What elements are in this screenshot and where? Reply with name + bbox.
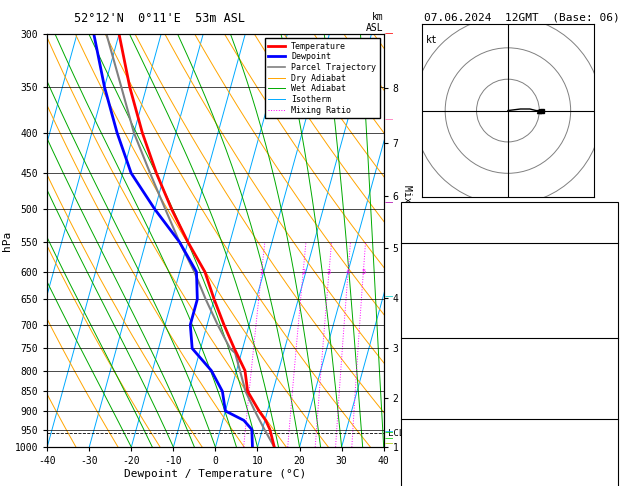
Text: θₑ(K): θₑ(K): [404, 285, 434, 295]
Text: 38: 38: [603, 448, 615, 458]
Text: 1.69: 1.69: [592, 230, 615, 241]
Text: StmSpd (kt): StmSpd (kt): [404, 475, 469, 486]
Text: 15: 15: [440, 269, 448, 275]
Text: —: —: [385, 434, 393, 443]
Text: 25: 25: [481, 269, 490, 275]
Text: —: —: [385, 115, 393, 124]
Text: —: —: [385, 427, 393, 436]
Text: 3: 3: [327, 269, 331, 275]
Text: Pressure (mb): Pressure (mb): [404, 353, 481, 363]
Text: 0: 0: [610, 407, 615, 417]
Text: 1012: 1012: [592, 353, 615, 363]
Text: 10: 10: [603, 203, 615, 213]
X-axis label: Dewpoint / Temperature (°C): Dewpoint / Temperature (°C): [125, 469, 306, 479]
Text: Lifted Index: Lifted Index: [404, 298, 475, 309]
Text: PW (cm): PW (cm): [404, 230, 445, 241]
Text: —: —: [385, 428, 393, 437]
Text: —: —: [385, 439, 393, 448]
Text: 6: 6: [610, 380, 615, 390]
Text: 36: 36: [603, 217, 615, 227]
Text: 41: 41: [603, 434, 615, 445]
Text: 2: 2: [301, 269, 305, 275]
Text: θₑ (K): θₑ (K): [404, 366, 440, 377]
Text: 14: 14: [603, 258, 615, 268]
Text: 20: 20: [463, 269, 472, 275]
Text: CAPE (J): CAPE (J): [404, 312, 452, 322]
Text: 305: 305: [598, 285, 615, 295]
Text: 5: 5: [361, 269, 365, 275]
Text: 305: 305: [598, 366, 615, 377]
Text: LCL: LCL: [388, 429, 404, 437]
Text: km
ASL: km ASL: [366, 12, 384, 33]
Text: —: —: [385, 30, 393, 38]
Text: CIN (J): CIN (J): [404, 326, 445, 336]
Text: EH: EH: [404, 434, 416, 445]
Text: kt: kt: [426, 35, 438, 45]
Text: CAPE (J): CAPE (J): [404, 394, 452, 404]
Text: 27: 27: [603, 475, 615, 486]
Text: 6: 6: [610, 298, 615, 309]
Text: Dewp (°C): Dewp (°C): [404, 271, 457, 281]
Text: © weatheronline.co.uk: © weatheronline.co.uk: [457, 471, 562, 480]
Text: 52°12'N  0°11'E  53m ASL: 52°12'N 0°11'E 53m ASL: [74, 12, 245, 25]
Text: 8: 8: [394, 269, 399, 275]
Y-axis label: hPa: hPa: [2, 230, 12, 251]
Legend: Temperature, Dewpoint, Parcel Trajectory, Dry Adiabat, Wet Adiabat, Isotherm, Mi: Temperature, Dewpoint, Parcel Trajectory…: [265, 38, 379, 118]
Text: SREH: SREH: [404, 448, 428, 458]
Text: Surface: Surface: [489, 244, 530, 254]
Text: StmDir: StmDir: [404, 462, 440, 472]
Text: Totals Totals: Totals Totals: [404, 217, 481, 227]
Text: 07.06.2024  12GMT  (Base: 06): 07.06.2024 12GMT (Base: 06): [424, 12, 620, 22]
Text: 8.8: 8.8: [598, 271, 615, 281]
Y-axis label: Mixing Ratio (g/kg): Mixing Ratio (g/kg): [403, 185, 413, 296]
Text: CIN (J): CIN (J): [404, 407, 445, 417]
Text: 69: 69: [603, 394, 615, 404]
Text: 0: 0: [610, 326, 615, 336]
Text: 1: 1: [260, 269, 264, 275]
Text: 69: 69: [603, 312, 615, 322]
Text: Most Unstable: Most Unstable: [472, 339, 548, 349]
Text: 10: 10: [409, 269, 418, 275]
Text: K: K: [404, 203, 410, 213]
Text: —: —: [385, 292, 393, 301]
Text: Hodograph: Hodograph: [483, 421, 537, 431]
Text: Lifted Index: Lifted Index: [404, 380, 475, 390]
Text: —: —: [385, 198, 393, 207]
Text: 4: 4: [346, 269, 350, 275]
Text: Temp (°C): Temp (°C): [404, 258, 457, 268]
Text: 294°: 294°: [592, 462, 615, 472]
